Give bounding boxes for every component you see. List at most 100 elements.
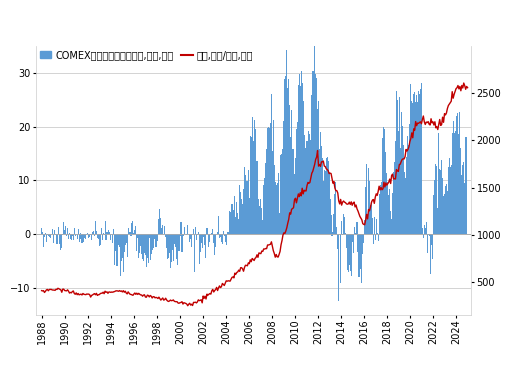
Bar bbox=[349, 234, 350, 265]
Bar bbox=[445, 186, 446, 234]
Bar bbox=[274, 165, 275, 234]
Bar bbox=[223, 231, 224, 234]
Bar bbox=[442, 178, 443, 234]
Bar bbox=[101, 228, 102, 234]
Bar bbox=[381, 182, 382, 234]
Bar bbox=[147, 234, 148, 258]
Bar bbox=[175, 234, 176, 247]
Bar bbox=[74, 228, 75, 234]
Bar bbox=[279, 213, 280, 234]
Bar bbox=[309, 134, 310, 234]
Bar bbox=[126, 234, 127, 257]
Bar bbox=[441, 160, 442, 234]
Bar bbox=[456, 116, 457, 234]
Bar bbox=[165, 234, 166, 237]
Bar bbox=[237, 213, 238, 234]
Bar bbox=[176, 234, 177, 259]
Bar bbox=[149, 234, 150, 238]
Bar bbox=[93, 232, 94, 234]
Bar bbox=[412, 103, 413, 234]
Bar bbox=[259, 199, 260, 234]
Bar bbox=[140, 234, 141, 246]
Bar bbox=[115, 234, 116, 250]
Bar bbox=[325, 171, 326, 234]
Bar bbox=[342, 234, 343, 235]
Bar bbox=[331, 234, 332, 236]
Bar bbox=[248, 170, 249, 234]
Bar bbox=[324, 170, 325, 234]
Bar bbox=[444, 194, 445, 234]
Bar bbox=[63, 222, 64, 234]
Bar bbox=[305, 148, 306, 234]
Bar bbox=[55, 234, 56, 235]
Bar bbox=[236, 217, 237, 234]
Bar bbox=[262, 220, 263, 234]
Bar bbox=[350, 234, 351, 271]
Bar bbox=[331, 215, 332, 234]
Bar bbox=[86, 234, 87, 239]
Bar bbox=[266, 149, 267, 234]
Bar bbox=[343, 214, 344, 234]
Bar bbox=[289, 105, 290, 234]
Bar bbox=[202, 234, 203, 248]
Bar bbox=[413, 94, 414, 234]
Bar bbox=[105, 234, 106, 240]
Bar bbox=[167, 234, 168, 259]
Bar bbox=[110, 232, 111, 234]
Bar bbox=[245, 175, 246, 234]
Bar bbox=[386, 173, 388, 234]
Bar bbox=[144, 234, 145, 253]
Bar bbox=[377, 233, 378, 234]
Bar bbox=[284, 79, 285, 234]
Bar bbox=[155, 234, 156, 235]
Bar bbox=[415, 102, 416, 234]
Bar bbox=[162, 225, 163, 234]
Bar bbox=[52, 229, 53, 234]
Bar bbox=[120, 234, 121, 276]
Bar bbox=[433, 195, 435, 234]
Bar bbox=[181, 234, 182, 252]
Bar bbox=[272, 151, 273, 234]
Bar bbox=[102, 233, 103, 234]
Bar bbox=[435, 164, 436, 234]
Bar bbox=[290, 137, 291, 234]
Bar bbox=[106, 232, 108, 234]
Bar bbox=[271, 94, 272, 234]
Bar bbox=[334, 194, 335, 234]
Bar bbox=[118, 234, 119, 245]
Bar bbox=[443, 196, 444, 234]
Bar bbox=[98, 234, 99, 239]
Bar bbox=[339, 233, 340, 234]
Bar bbox=[191, 234, 192, 247]
Bar bbox=[196, 234, 197, 240]
Bar bbox=[455, 131, 456, 234]
Bar bbox=[438, 133, 439, 234]
Bar bbox=[425, 228, 426, 234]
Bar bbox=[328, 161, 329, 234]
Bar bbox=[436, 166, 437, 234]
Bar bbox=[100, 234, 101, 245]
Bar bbox=[313, 71, 314, 234]
Bar bbox=[84, 234, 86, 238]
Bar bbox=[193, 230, 194, 234]
Bar bbox=[310, 140, 311, 234]
Bar bbox=[187, 225, 188, 234]
Bar bbox=[121, 234, 122, 261]
Bar bbox=[116, 234, 117, 266]
Bar bbox=[136, 234, 137, 252]
Bar bbox=[314, 36, 315, 234]
Bar bbox=[307, 174, 309, 234]
Bar bbox=[378, 234, 379, 242]
Bar bbox=[209, 234, 210, 242]
Bar bbox=[171, 234, 172, 262]
Bar bbox=[357, 234, 358, 252]
Bar bbox=[333, 214, 334, 234]
Bar bbox=[270, 122, 271, 234]
Bar bbox=[228, 232, 229, 234]
Bar bbox=[285, 76, 286, 234]
Bar bbox=[82, 234, 83, 240]
Bar bbox=[323, 181, 324, 234]
Bar bbox=[156, 234, 157, 247]
Bar bbox=[67, 228, 68, 234]
Bar bbox=[160, 218, 161, 234]
